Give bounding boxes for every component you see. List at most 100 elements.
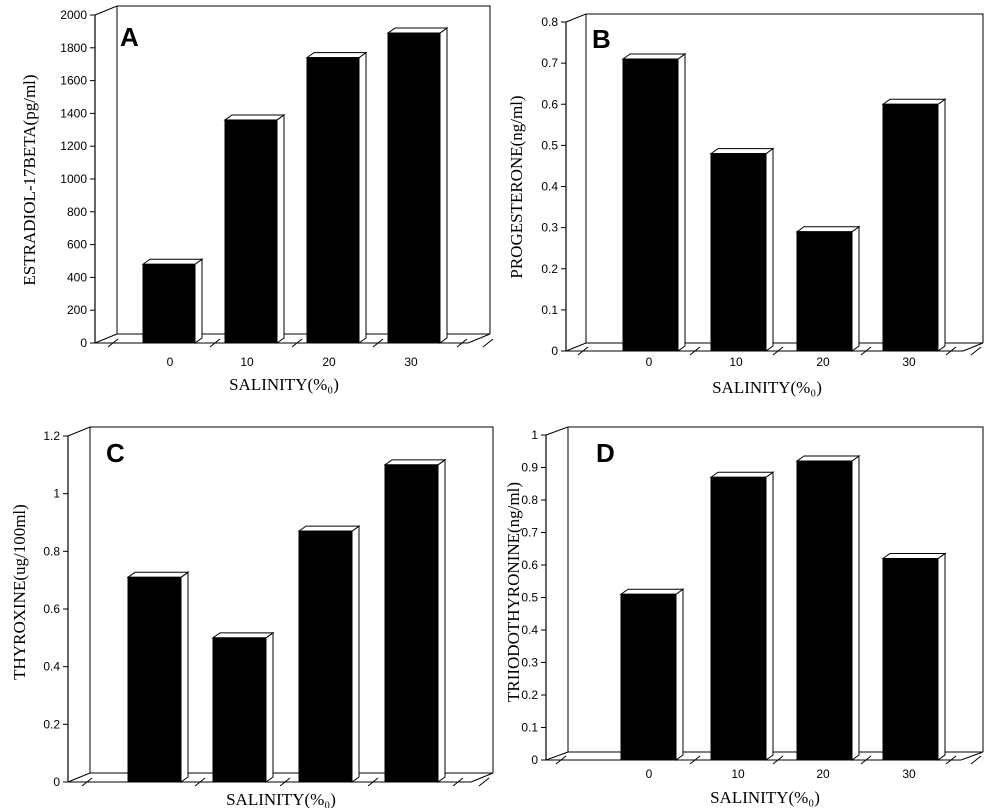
x-tick-label: 10 (236, 761, 250, 775)
floor-divider (945, 346, 957, 356)
y-tick-label: 0.8 (43, 544, 60, 558)
bar-front (622, 58, 679, 352)
bar-front (882, 103, 939, 352)
floor-left-edge (565, 342, 587, 352)
bar (383, 458, 447, 783)
x-axis-title: SALINITY(%₀) (226, 790, 336, 808)
chart-panel-b: 0 0.1 0.2 0.3 0.4 0.5 0.6 0.7 0.8 0 10 20 30 SALINITY… (507, 13, 984, 397)
bar-top (795, 455, 861, 462)
bar-top (141, 258, 204, 265)
floor-divider (772, 346, 784, 356)
y-tick-label: 0.4 (521, 623, 538, 637)
bar (141, 258, 204, 344)
floor-divider (689, 346, 701, 356)
y-tick-label: 0.3 (541, 221, 558, 235)
bar-top (386, 27, 449, 34)
y-tick-label: 0.8 (521, 493, 538, 507)
floor-right-edge (960, 751, 984, 761)
y-tick-label: 0.5 (521, 591, 538, 605)
bar-front (620, 593, 677, 761)
x-tick-label: 10 (731, 767, 745, 781)
x-tick-label: 20 (816, 767, 830, 781)
x-tick-label: 30 (404, 355, 418, 369)
bar (709, 147, 775, 352)
x-tick-label: 0 (153, 761, 160, 775)
x-axis-title: SALINITY(%₀) (229, 375, 339, 394)
bar-side (937, 98, 946, 352)
bar-side (851, 455, 860, 761)
x-axis-title: SALINITY(%₀) (712, 378, 822, 397)
y-tick-label: 0.6 (541, 97, 558, 111)
back-wall (67, 426, 494, 773)
y-tick-label: 0.7 (521, 526, 538, 540)
floor-divider (81, 777, 93, 787)
floor-divider (689, 755, 701, 765)
bar-front (882, 558, 939, 761)
y-tick-label: 1 (53, 487, 60, 501)
bar-front (710, 476, 767, 761)
chart-panel-a: 0 200 400 600 800 1000 1200 1400 1600 1800 2000 0 10… (20, 5, 494, 394)
bar-front (796, 231, 853, 352)
x-tick-label: 20 (816, 355, 830, 369)
bar-top (795, 226, 861, 233)
bar-side (276, 113, 285, 344)
y-axis-title: PROGESTERONE(ng/ml) (507, 95, 526, 278)
bar-top (881, 553, 947, 559)
floor-divider (772, 755, 784, 765)
bar-top (881, 98, 947, 105)
bar-top (709, 471, 775, 478)
bar-top (223, 114, 286, 121)
y-tick-label: 0 (53, 775, 60, 789)
back-wall (545, 426, 984, 752)
chart-panel-c: 0 0.2 0.4 0.6 0.8 1 1.2 0 10 20 30 SALINITY(%₀) THYR… (10, 426, 494, 808)
x-tick-label: 30 (406, 761, 420, 775)
floor-right-edge (467, 333, 491, 344)
bar-top (126, 571, 190, 578)
bar-side (677, 53, 686, 352)
y-tick-label: 0.2 (541, 262, 558, 276)
bar (126, 571, 190, 783)
bar-front (387, 32, 441, 344)
bar-side (265, 631, 274, 783)
floor-divider (860, 346, 872, 356)
bar-front (212, 637, 267, 783)
bar (386, 27, 449, 344)
bar-top (619, 588, 685, 595)
floor-left-edge (545, 751, 569, 761)
bar-side (851, 225, 860, 352)
bar-front (142, 263, 196, 344)
floor-right-edge (470, 772, 494, 783)
y-axis-title: ESTRADIOL-17BETA(pg/ml) (20, 74, 39, 285)
x-tick-label: 30 (902, 767, 916, 781)
floor-divider (945, 755, 957, 765)
floor-divider (372, 338, 384, 348)
bar-side (358, 51, 367, 344)
bar (795, 455, 861, 761)
bar-top (383, 459, 447, 466)
y-tick-label: 2000 (60, 8, 87, 22)
bar-top (621, 53, 687, 60)
y-tick-label: 0.7 (541, 56, 558, 70)
y-tick-label: 600 (67, 238, 87, 252)
y-tick-label: 1000 (60, 172, 87, 186)
panel-letter: D (596, 438, 615, 468)
bar-top (211, 632, 275, 639)
bar-top (709, 148, 775, 155)
floor-divider (860, 755, 872, 765)
back-wall (94, 5, 491, 334)
y-tick-label: 0.2 (43, 717, 60, 731)
bar-front (710, 153, 767, 352)
chart-panel-d: 00.10.20.30.40.50.60.70.80.910 10 20 30SALI… (504, 426, 984, 807)
floor-divider (555, 755, 567, 765)
back-wall (565, 13, 984, 343)
y-tick-label: 0.1 (521, 721, 538, 735)
y-tick-label: 0.2 (521, 688, 538, 702)
y-axis-title: TRIIODOTHYRONINE(ng/ml) (504, 482, 523, 702)
bar-front (298, 530, 353, 783)
y-tick-label: 400 (67, 270, 87, 284)
floor-divider (291, 338, 303, 348)
floor-divider (970, 346, 982, 356)
panel-letter: B (592, 24, 611, 54)
floor-divider (279, 777, 291, 787)
